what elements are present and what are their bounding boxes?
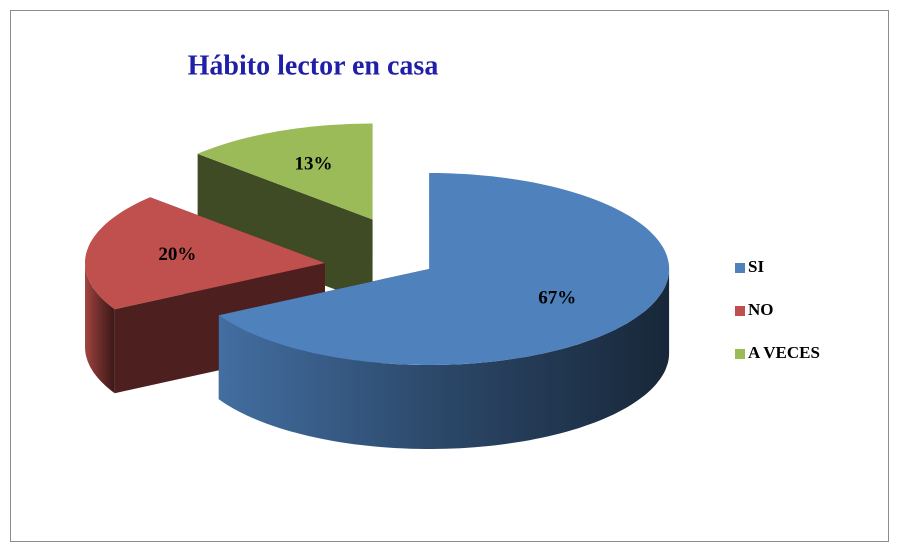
slice-wall	[218, 269, 670, 449]
pie: 13% 20% 67%	[85, 123, 670, 449]
slice-side	[197, 153, 373, 304]
data-label: 20%	[158, 244, 196, 265]
legend-swatch	[735, 263, 745, 273]
data-label: 13%	[294, 153, 332, 174]
legend-label: NO	[748, 300, 774, 319]
legend-label: SI	[748, 257, 764, 276]
slice	[85, 197, 325, 310]
legend-swatch	[735, 349, 745, 359]
data-label: 67%	[538, 288, 576, 309]
legend-label: A VECES	[748, 343, 820, 362]
legend: SI NO A VECES	[735, 257, 820, 362]
chart-title: Hábito lector en casa	[188, 50, 439, 81]
slice	[218, 173, 670, 365]
legend-swatch	[735, 306, 745, 316]
slice-wall	[85, 262, 115, 394]
slice	[197, 123, 373, 220]
